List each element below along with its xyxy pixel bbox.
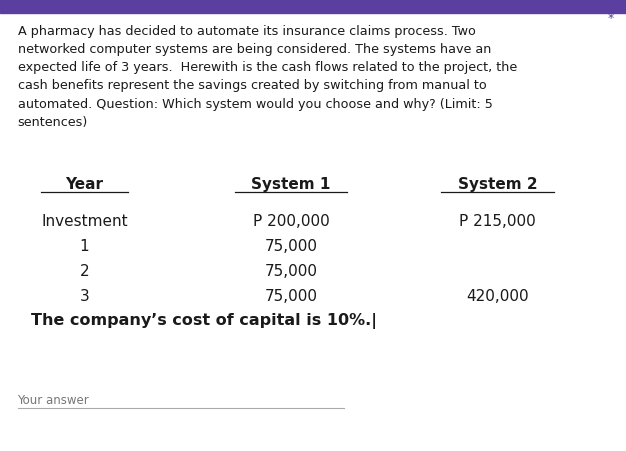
Text: 75,000: 75,000 (265, 288, 317, 303)
Text: 75,000: 75,000 (265, 263, 317, 278)
Text: P 215,000: P 215,000 (459, 213, 536, 229)
Text: System 2: System 2 (458, 177, 538, 192)
Text: 75,000: 75,000 (265, 238, 317, 253)
Text: P 200,000: P 200,000 (253, 213, 329, 229)
Text: Your answer: Your answer (18, 393, 90, 405)
Text: 2: 2 (80, 263, 90, 278)
Text: System 1: System 1 (252, 177, 331, 192)
Text: Investment: Investment (41, 213, 128, 229)
Text: 1: 1 (80, 238, 90, 253)
Text: Year: Year (66, 177, 103, 192)
Text: 3: 3 (80, 288, 90, 303)
Text: A pharmacy has decided to automate its insurance claims process. Two
networked c: A pharmacy has decided to automate its i… (18, 25, 517, 129)
Text: 420,000: 420,000 (466, 288, 529, 303)
Text: The company’s cost of capital is 10%.|: The company’s cost of capital is 10%.| (31, 312, 377, 328)
Text: *: * (607, 13, 613, 25)
